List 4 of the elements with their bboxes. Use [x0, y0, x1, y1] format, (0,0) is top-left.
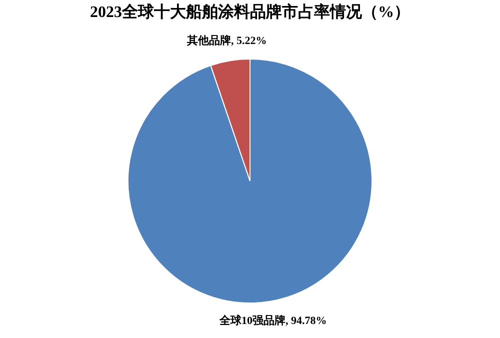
pie-slice	[128, 58, 372, 304]
slice-label: 其他品牌, 5.22%	[186, 34, 267, 47]
chart-title: 2023全球十大船舶涂料品牌市占率情况（%）	[90, 2, 410, 21]
slice-label: 全球10强品牌, 94.78%	[218, 314, 327, 328]
